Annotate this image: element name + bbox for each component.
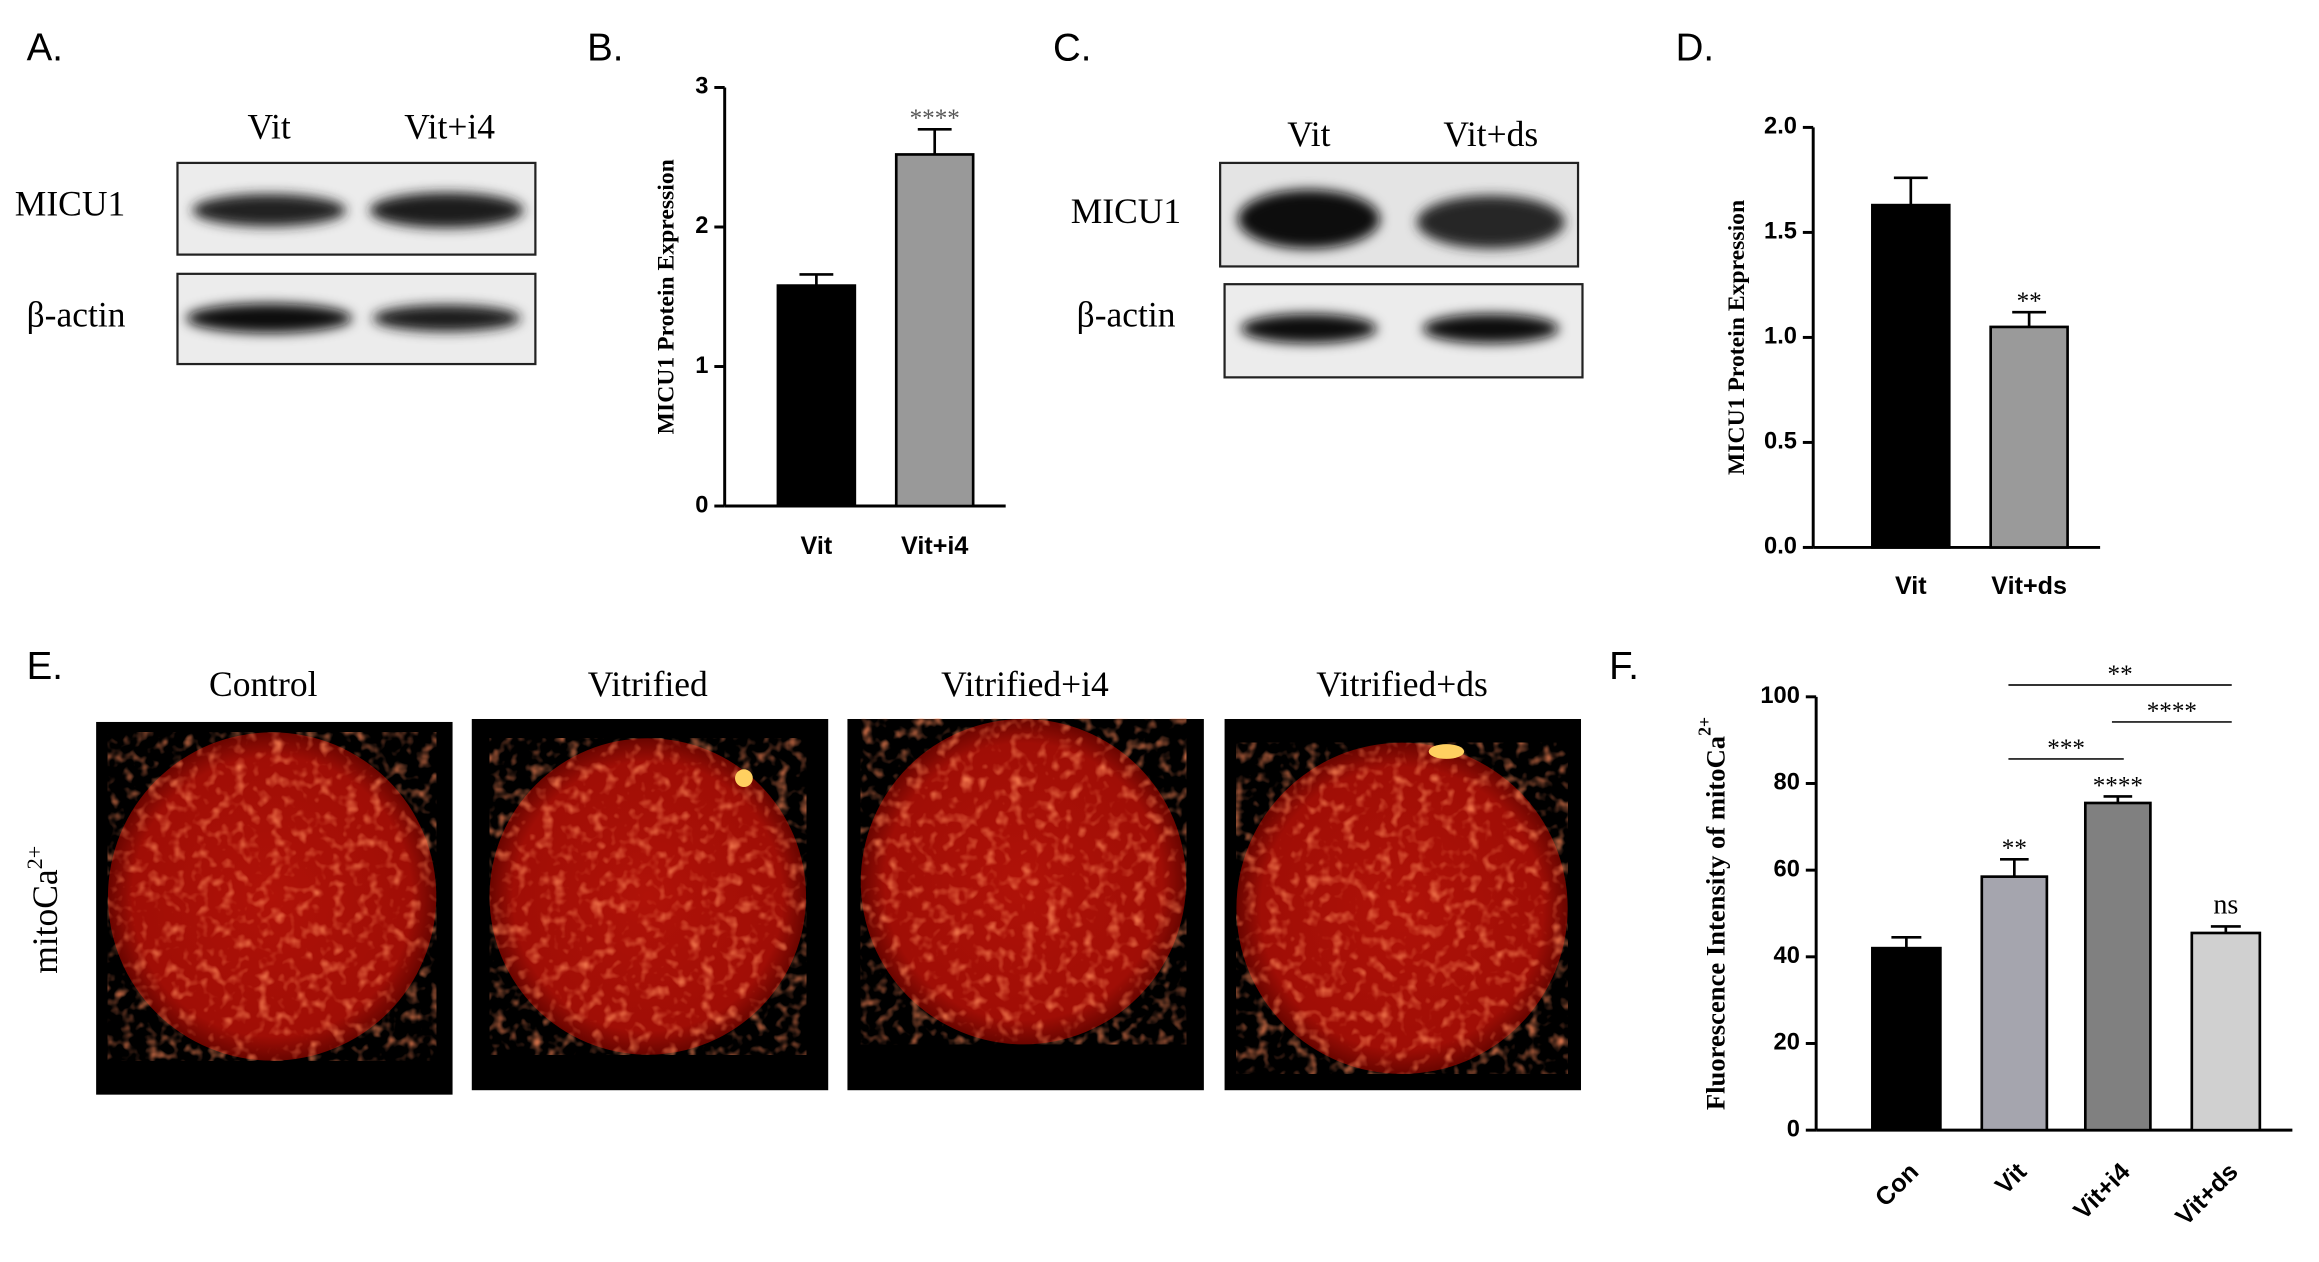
panel-label: B. (587, 27, 623, 70)
panel-label: E. (27, 645, 63, 688)
y-axis-title: Fluorescence Intensity of mitoCa2+ (1695, 717, 1731, 1110)
x-tick-label: Vit+ds (2170, 1158, 2243, 1231)
y-axis-title-text: MICU1 Protein Expression (654, 159, 680, 434)
error-bar (917, 128, 952, 155)
x-tick-label: Vit (1895, 572, 1927, 600)
y-tick-label: 20 (1774, 1030, 1800, 1056)
lane-label: Vit (248, 107, 291, 147)
x-tick-label: Vit (801, 532, 833, 560)
error-bar (2210, 925, 2241, 933)
row-label: MICU1 (1071, 191, 1181, 231)
lane-label: Vit+i4 (404, 107, 495, 147)
y-tick-label: 80 (1774, 770, 1800, 796)
row-label: MICU1 (15, 183, 125, 223)
row-label: β-actin (27, 294, 126, 334)
panel-label: F. (1609, 645, 1639, 688)
y-tick-label: 1 (695, 353, 708, 379)
y-axis-title: MICU1 Protein Expression (1725, 200, 1751, 475)
row-label-text: mitoCa (25, 869, 65, 974)
panel-label: C. (1053, 27, 1091, 70)
bar (1989, 325, 2069, 549)
comparison-label: ** (2108, 661, 2133, 688)
bar (2083, 801, 2152, 1132)
bar (776, 284, 857, 508)
y-tick-label: 40 (1774, 943, 1800, 969)
y-axis-title-superscript: 2+ (1695, 717, 1715, 736)
error-bar (799, 273, 834, 286)
comparison-label: **** (2147, 698, 2197, 725)
condition-label: Control (209, 664, 318, 704)
x-tick-label: Con (1870, 1158, 1924, 1212)
error-bar (1891, 935, 1922, 949)
significance-label: **** (910, 105, 960, 132)
error-bar (2012, 310, 2047, 327)
y-axis-title-text: MICU1 Protein Expression (1725, 200, 1751, 475)
condition-label: Vitrified (588, 664, 708, 704)
y-tick-label: 60 (1774, 856, 1800, 882)
significance-label: ns (2213, 890, 2238, 921)
y-tick-label: 2 (695, 213, 708, 239)
x-tick-label: Vit (1990, 1157, 2033, 1200)
condition-label: Vitrified+i4 (941, 664, 1109, 704)
panel-label: A. (27, 27, 63, 70)
y-tick-label: 0 (695, 492, 708, 518)
error-bar (1893, 176, 1928, 206)
x-tick-label: Vit+i4 (901, 532, 968, 560)
y-tick-label: 0.5 (1764, 429, 1797, 455)
row-label-superscript: 2+ (22, 846, 47, 870)
y-tick-label: 2.0 (1764, 114, 1797, 140)
x-tick-label: Vit+i4 (2068, 1158, 2135, 1225)
significance-label: **** (2093, 772, 2143, 799)
row-label: mitoCa2+ (22, 846, 65, 974)
blot-a (176, 161, 537, 366)
comparison-label: *** (2047, 735, 2085, 762)
blot-c (1219, 161, 1584, 379)
significance-label: ** (2017, 288, 2042, 315)
y-axis-title: MICU1 Protein Expression (654, 159, 680, 434)
bar (894, 153, 975, 508)
bar (1871, 203, 1951, 549)
bar (1871, 946, 1942, 1132)
row-label: β-actin (1077, 294, 1176, 334)
lane-label: Vit (1287, 114, 1330, 154)
error-bar (2000, 857, 2029, 877)
y-tick-label: 1.0 (1764, 324, 1797, 350)
microscopy (96, 718, 1582, 1095)
y-tick-label: 100 (1760, 683, 1799, 709)
x-tick-label: Vit+ds (1991, 572, 2067, 600)
panel-label: D. (1676, 27, 1714, 70)
y-tick-label: 1.5 (1764, 219, 1797, 245)
error-bar (2103, 795, 2133, 803)
condition-label: Vitrified+ds (1316, 664, 1488, 704)
bar (1980, 875, 2049, 1132)
y-tick-label: 0.0 (1764, 534, 1797, 560)
lane-label: Vit+ds (1443, 114, 1538, 154)
bar (2190, 931, 2262, 1132)
significance-label: ** (2002, 835, 2027, 862)
y-tick-label: 0 (1787, 1116, 1800, 1142)
y-axis-title-text: Fluorescence Intensity of mitoCa (1701, 736, 1731, 1110)
y-tick-label: 3 (695, 74, 708, 100)
